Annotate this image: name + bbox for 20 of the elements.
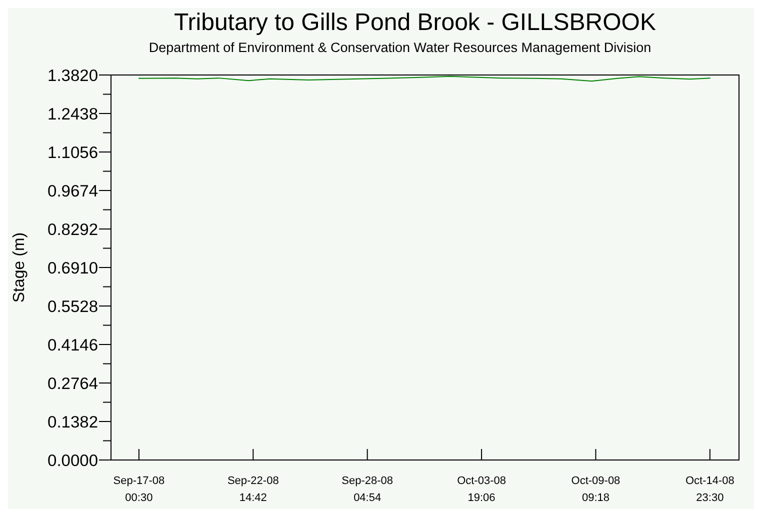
x-tick-label: Oct-03-08 19:06 (457, 475, 506, 504)
y-tick-label: 1.2438 (48, 106, 98, 124)
x-tick-label: Sep-28-08 04:54 (342, 475, 394, 504)
y-tick-label: 0.0000 (48, 452, 98, 470)
y-tick-label: 1.3820 (48, 67, 98, 85)
x-tick-label: Sep-22-08 14:42 (227, 475, 279, 504)
chart-title: Tributary to Gills Pond Brook - GILLSBROOK (174, 9, 656, 36)
x-tick-label: Sep-17-08 00:30 (113, 475, 165, 504)
y-tick-label: 0.2764 (48, 375, 98, 393)
y-axis-title: Stage (m) (11, 232, 28, 303)
x-tick-label: Oct-14-08 23:30 (685, 475, 734, 504)
x-tick-label: Oct-09-08 09:18 (571, 475, 620, 504)
y-tick-label: 0.8292 (48, 221, 98, 239)
y-tick-label: 0.6910 (48, 260, 98, 278)
chart-subtitle: Department of Environment & Conservation Water Resources Management Division (148, 40, 652, 55)
y-tick-label: 1.1056 (48, 144, 98, 162)
y-tick-label: 0.4146 (48, 336, 98, 354)
y-tick-label: 0.5528 (48, 298, 98, 316)
y-tick-label: 0.9674 (48, 182, 98, 200)
y-tick-label: 0.1382 (48, 414, 98, 432)
